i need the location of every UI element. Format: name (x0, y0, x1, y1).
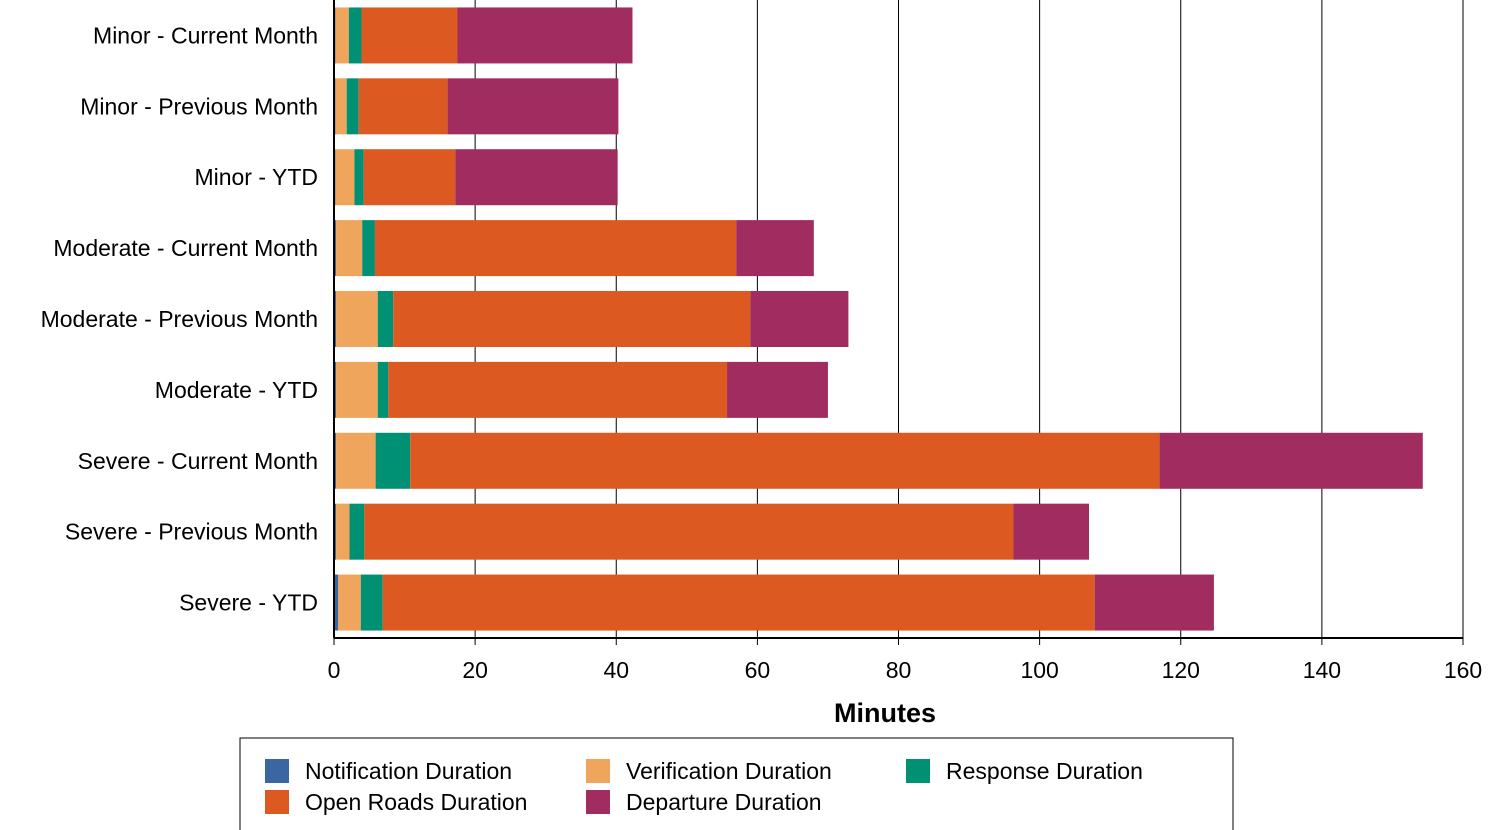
x-tick-label: 140 (1303, 657, 1341, 683)
bar-segment (335, 7, 349, 64)
bar-segment (750, 291, 849, 347)
legend-swatch (586, 790, 610, 814)
x-tick-label: 40 (603, 657, 629, 683)
bar-segment (362, 220, 375, 277)
x-tick-label: 120 (1162, 657, 1200, 683)
bar-segment (335, 149, 355, 206)
x-tick-label: 20 (462, 657, 488, 683)
bar-segment (363, 149, 456, 206)
bar-segment (457, 7, 633, 64)
category-label: Severe - Previous Month (65, 519, 318, 545)
bar-segment (346, 78, 359, 135)
legend-swatch (265, 790, 289, 814)
legend-label: Notification Duration (305, 758, 512, 784)
bar-segment (1094, 574, 1214, 631)
bar-segment (377, 291, 394, 347)
bar-segment (1013, 503, 1090, 560)
bar-segment (364, 503, 1014, 560)
bar-segment (447, 78, 619, 135)
x-tick-label: 60 (745, 657, 771, 683)
bar-segment (377, 361, 389, 418)
bar-segment (410, 432, 1160, 489)
bar-segment (354, 149, 364, 206)
bar-segment (1159, 432, 1423, 489)
bar-segment (736, 220, 814, 277)
bar-segment (361, 7, 458, 64)
bar-segment (358, 78, 448, 135)
bar-segment (393, 291, 751, 347)
x-tick-label: 0 (328, 657, 341, 683)
bar-segment (336, 503, 350, 560)
legend-swatch (906, 759, 930, 783)
category-label: Minor - YTD (194, 164, 318, 190)
bar-segment (336, 220, 363, 277)
bar-segment (348, 7, 362, 64)
bar-segment (334, 574, 339, 631)
category-label: Severe - Current Month (78, 448, 318, 474)
legend-box (239, 737, 1234, 830)
bar-segment (338, 574, 361, 631)
bar-segment (335, 78, 347, 135)
legend-swatch (586, 759, 610, 783)
x-tick-label: 80 (886, 657, 912, 683)
x-tick-label: 160 (1444, 657, 1482, 683)
category-label: Moderate - YTD (155, 377, 318, 403)
bar-segment (334, 503, 337, 560)
legend-label: Response Duration (946, 758, 1143, 784)
bar-segment (336, 432, 376, 489)
bar-segment (334, 432, 337, 489)
category-label: Severe - YTD (179, 590, 318, 616)
category-label: Moderate - Current Month (53, 235, 318, 261)
bar-segment (334, 291, 337, 347)
bar-segment (455, 149, 618, 206)
category-label: Minor - Current Month (93, 22, 318, 48)
bar-segment (382, 574, 1095, 631)
bar-segment (336, 291, 378, 347)
legend-label: Open Roads Duration (305, 789, 527, 815)
bar-segment (349, 503, 365, 560)
legend-swatch (265, 759, 289, 783)
bar-segment (375, 432, 411, 489)
legend-label: Departure Duration (626, 789, 822, 815)
bar-segment (336, 361, 378, 418)
bar-segment (374, 220, 737, 277)
bars (334, 7, 1423, 631)
x-axis: 0 20 40 60 80 100 120 140 160 (328, 0, 1482, 683)
category-label: Minor - Previous Month (80, 93, 318, 119)
category-labels: Minor - Current Month Minor - Previous Mo… (41, 22, 318, 615)
bar-segment (334, 361, 337, 418)
legend-label: Verification Duration (626, 758, 832, 784)
x-axis-title: Minutes (834, 698, 936, 728)
bar-segment (360, 574, 383, 631)
bar-segment (334, 220, 337, 277)
bar-segment (727, 361, 828, 418)
category-label: Moderate - Previous Month (41, 306, 318, 332)
bar-segment (388, 361, 728, 418)
x-tick-label: 100 (1020, 657, 1058, 683)
legend: Notification Duration Verification Durati… (239, 737, 1234, 830)
